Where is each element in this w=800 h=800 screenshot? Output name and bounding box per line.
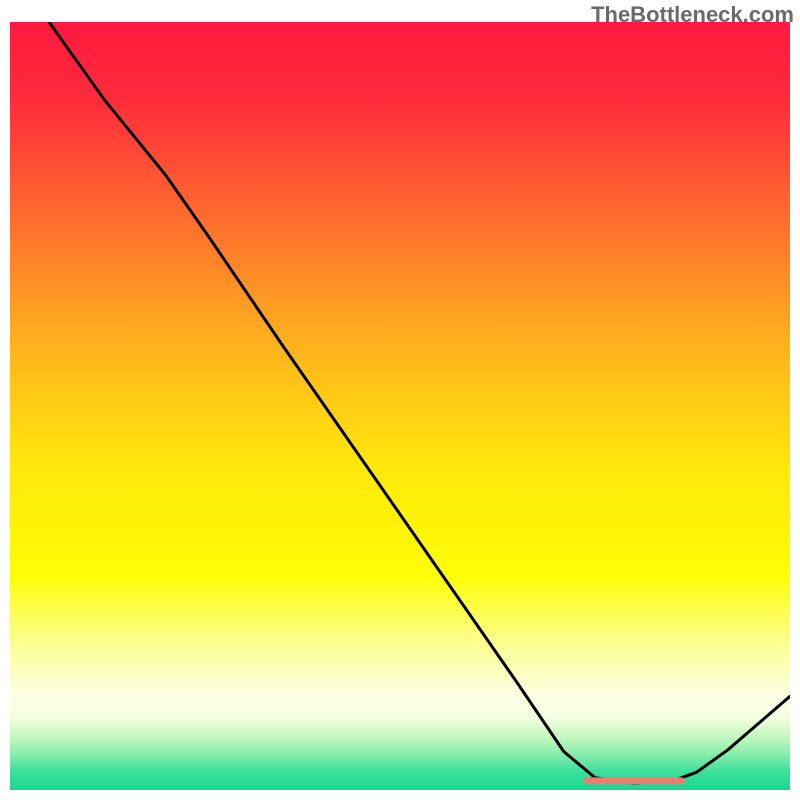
optimal-zone-marker [583,777,684,784]
chart-area [10,22,790,790]
chart-background [10,22,790,790]
chart-svg [10,22,790,790]
chart-container: TheBottleneck.com [0,0,800,800]
